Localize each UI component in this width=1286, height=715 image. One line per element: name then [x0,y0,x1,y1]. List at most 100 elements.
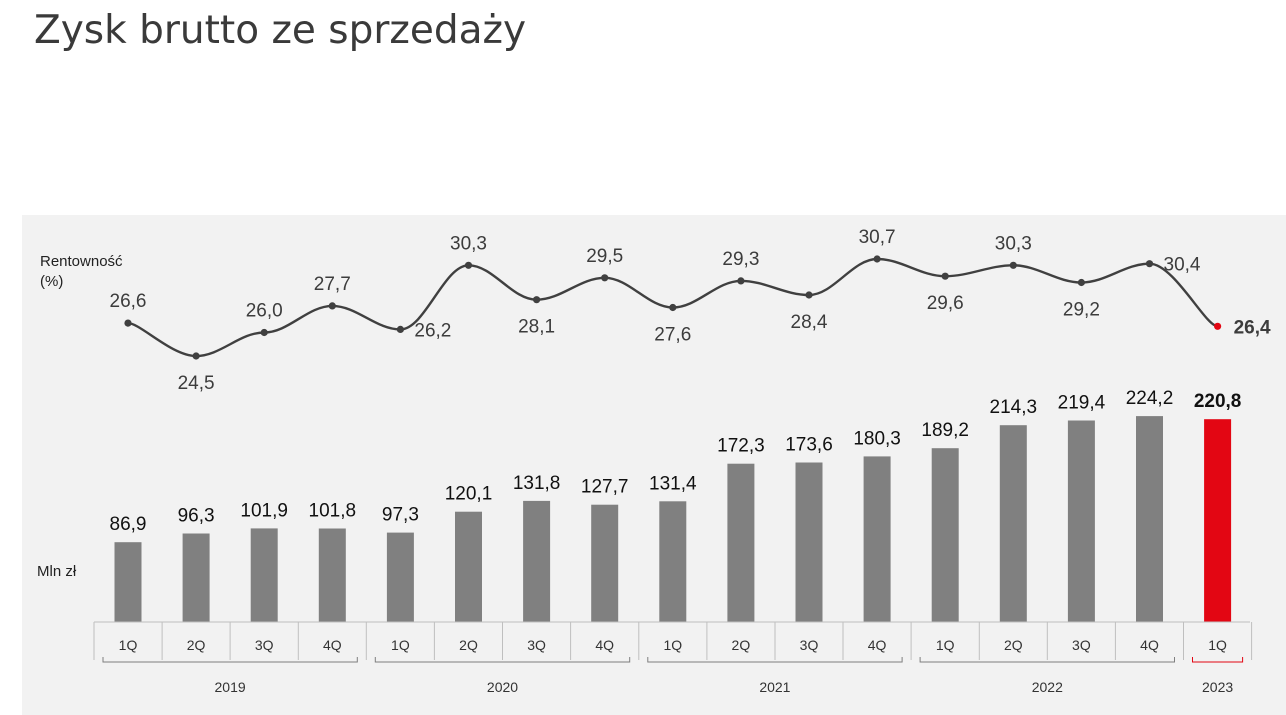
bar [931,448,959,622]
margin-point [124,319,132,327]
x-tick-label: 1Q [663,637,682,653]
margin-value-label: 29,2 [1063,300,1100,321]
bar [523,500,551,622]
bar [1136,416,1163,622]
margin-value-label: 30,3 [995,233,1032,254]
bar [250,528,278,622]
bar-value-label: 120,1 [445,484,493,505]
margin-point [941,272,949,280]
highlight-margin-value-label: 26,4 [1234,317,1271,338]
x-tick-label: 2Q [459,637,478,653]
bar-value-label: 131,4 [649,473,697,494]
x-tick-label: 4Q [595,637,614,653]
x-tick-label: 1Q [391,637,410,653]
margin-value-label: 30,4 [1164,255,1201,276]
margin-value-label: 29,3 [722,249,759,270]
margin-label-line1: Rentowność [40,253,123,270]
margin-value-label: 28,1 [518,317,555,338]
margin-value-label: 27,7 [314,274,351,295]
margin-label-line2: (%) [40,273,64,290]
bar-value-label: 101,8 [309,501,357,522]
x-tick-label: 1Q [1208,637,1227,653]
bar-value-label: 127,7 [581,477,629,498]
bar [386,532,414,622]
year-bracket [647,657,903,663]
x-tick-label: 4Q [868,637,887,653]
margin-value-label: 26,6 [110,291,147,312]
highlight-bar [1204,419,1232,622]
x-tick-label: 3Q [800,637,819,653]
year-bracket [102,657,358,663]
year-label: 2023 [1202,679,1233,695]
page-title: Zysk brutto ze sprzedaży [34,8,527,53]
margin-value-label: 27,6 [654,325,691,346]
x-tick-label: 2Q [732,637,751,653]
margin-point [396,325,404,333]
x-tick-label: 3Q [1072,637,1091,653]
margin-point [192,352,200,360]
year-label: 2022 [1032,679,1063,695]
margin-value-label: 29,6 [927,293,964,314]
bar-value-label: 219,4 [1058,393,1106,414]
year-bracket [919,657,1175,663]
margin-value-label: 24,5 [178,373,215,394]
margin-point [601,274,609,282]
bar-value-label: 86,9 [110,514,147,535]
bar [591,504,619,622]
bar [1067,420,1095,622]
bar-value-label: 101,9 [240,500,288,521]
x-tick-label: 2Q [1004,637,1023,653]
margin-value-label: 26,2 [414,320,451,341]
margin-value-label: 29,5 [586,246,623,267]
year-label: 2019 [215,679,246,695]
bar [182,533,210,622]
year-bracket [1192,657,1244,663]
bar [455,511,482,622]
margin-point [805,291,813,299]
bar [114,542,142,622]
bar-value-label: 224,2 [1126,388,1174,409]
margin-point [464,261,473,269]
margin-point [1145,260,1154,268]
margin-point [328,302,336,310]
bar-value-label: 214,3 [990,397,1038,418]
margin-point [1009,261,1017,269]
bar-value-label: 96,3 [178,506,215,527]
margin-axis-label: Rentowność (%) [40,252,123,292]
year-label: 2021 [759,679,790,695]
year-bracket [374,657,631,663]
margin-point [737,277,745,285]
highlight-margin-point [1214,322,1222,330]
x-tick-label: 3Q [527,637,546,653]
x-tick-label: 4Q [1140,637,1159,653]
year-label: 2020 [487,679,518,695]
margin-value-label: 26,0 [246,301,283,322]
bars-axis-label: Mln zł [37,563,77,580]
bar-value-label: 172,3 [717,436,765,457]
bar [727,463,755,622]
bar-value-label: 131,8 [513,473,561,494]
margin-point [1077,278,1085,287]
bar-value-label: 189,2 [921,420,969,441]
margin-point [260,328,268,337]
margin-point [873,255,881,263]
margin-point [669,303,677,312]
margin-value-label: 28,4 [791,312,828,333]
highlight-bar-value-label: 220,8 [1194,391,1242,412]
bar [863,456,891,622]
margin-value-label: 30,7 [859,227,896,248]
bar-value-label: 180,3 [853,428,901,449]
margin-point [533,296,541,304]
bar [318,528,346,622]
bar [795,462,823,622]
x-tick-label: 4Q [323,637,342,653]
x-tick-label: 1Q [119,637,138,653]
margin-value-label: 30,3 [450,233,487,254]
bar-value-label: 97,3 [382,505,419,526]
x-tick-label: 3Q [255,637,274,653]
bar [999,425,1027,622]
bar [659,501,687,622]
bar-value-label: 173,6 [785,435,833,456]
x-tick-label: 1Q [936,637,955,653]
